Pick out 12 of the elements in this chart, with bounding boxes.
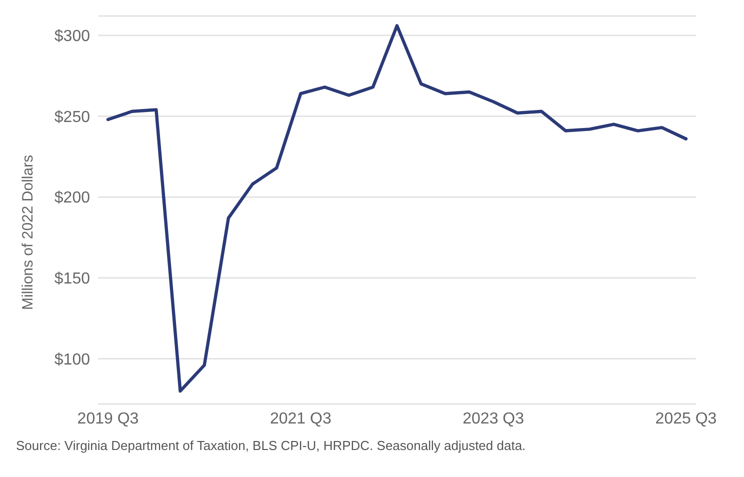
y-tick-label: $150 [54,270,90,288]
source-note: Source: Virginia Department of Taxation, BLS CPI-U, HRPDC. Seasonally adjusted data. [16,438,527,453]
y-axis-title: Millions of 2022 Dollars [19,154,36,310]
x-tick-label: 2019 Q3 [77,410,139,428]
y-tick-label: $200 [54,190,90,207]
x-tick-label: 2023 Q3 [462,410,524,428]
y-tick-label: $250 [54,108,90,126]
y-tick-label: $300 [54,28,90,46]
y-tick-label: $100 [54,351,90,368]
x-tick-label: 2021 Q3 [270,410,332,428]
line-series [106,24,688,393]
x-tick-label: 2025 Q3 [655,410,717,428]
